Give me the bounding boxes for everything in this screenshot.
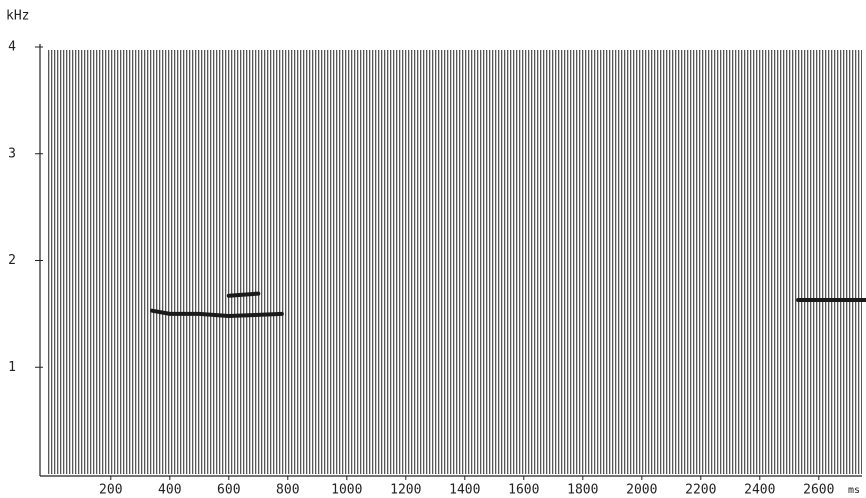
x-tick-label: 800 xyxy=(276,483,299,498)
x-tick-label: 2400 xyxy=(744,483,775,498)
y-tick-label: 3 xyxy=(8,146,16,161)
spectrogram-texture xyxy=(48,50,862,474)
x-tick-label: 2000 xyxy=(626,483,657,498)
x-tick-label: 1000 xyxy=(331,483,362,498)
y-tick-label: 1 xyxy=(8,360,16,375)
y-tick-label: 2 xyxy=(8,253,16,268)
x-tick-label: 600 xyxy=(217,483,240,498)
x-tick-label: 200 xyxy=(99,483,122,498)
x-tick-label: 1200 xyxy=(390,483,421,498)
x-tick-label: 1800 xyxy=(567,483,598,498)
x-tick-label: 1400 xyxy=(449,483,480,498)
x-tick-label: 400 xyxy=(158,483,181,498)
formant-trace xyxy=(229,294,258,296)
x-tick-label: 2200 xyxy=(685,483,716,498)
x-axis-label: ms xyxy=(848,485,860,496)
y-axis-label: kHz xyxy=(6,9,29,24)
chart: kHz ms 1 2 3 4 200 400 600 800 1000 1200 1400 1600 1… xyxy=(0,0,866,498)
x-tick-label: 2600 xyxy=(803,483,834,498)
y-tick-label: 4 xyxy=(8,40,16,55)
x-tick-label: 1600 xyxy=(508,483,539,498)
